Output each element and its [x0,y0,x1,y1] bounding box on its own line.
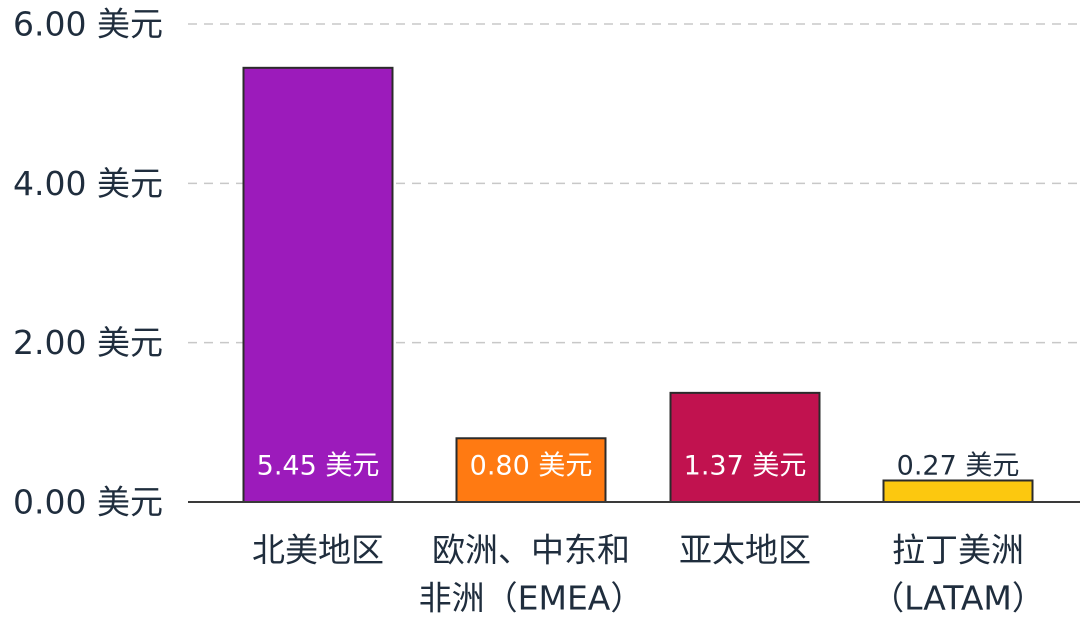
data-label: 0.80 美元 [470,451,593,482]
y-axis-tick-labels: 0.00 美元 2.00 美元 4.00 美元 6.00 美元 [13,5,163,522]
bar [455,437,607,503]
data-label: 0.27 美元 [897,451,1020,482]
y-tick-label: 0.00 美元 [13,483,163,522]
category-label: 欧洲、中东和 [432,531,630,570]
category-label: 北美地区 [252,531,384,570]
bar [242,66,394,503]
bar [669,391,821,503]
category-label: 拉丁美洲 [892,531,1024,570]
y-tick-label: 6.00 美元 [13,5,163,44]
data-labels: 5.45 美元 0.80 美元 1.37 美元 0.27 美元 [257,451,1020,482]
bar [882,479,1034,503]
y-tick-label: 2.00 美元 [13,323,163,362]
category-label: 非洲（EMEA） [419,579,644,618]
category-label: （LATAM） [871,579,1045,618]
data-label: 5.45 美元 [257,451,380,482]
y-tick-label: 4.00 美元 [13,164,163,203]
data-label: 1.37 美元 [684,451,807,482]
bars [242,66,1034,503]
category-label: 亚太地区 [679,531,811,570]
